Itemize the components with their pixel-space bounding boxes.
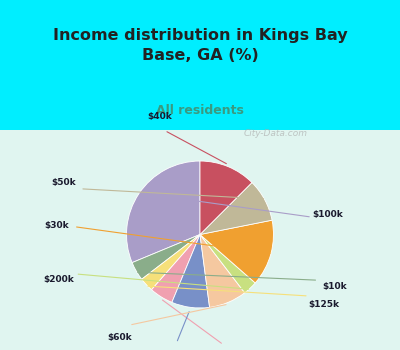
Wedge shape — [200, 234, 245, 307]
Text: $10k: $10k — [322, 282, 347, 291]
Text: $30k: $30k — [44, 221, 69, 230]
Text: Income distribution in Kings Bay
Base, GA (%): Income distribution in Kings Bay Base, G… — [53, 28, 347, 63]
Wedge shape — [200, 220, 274, 283]
Wedge shape — [152, 234, 200, 302]
Wedge shape — [200, 161, 252, 234]
Text: $50k: $50k — [52, 178, 76, 187]
Wedge shape — [126, 161, 200, 262]
Wedge shape — [200, 183, 272, 235]
Wedge shape — [142, 234, 200, 290]
Wedge shape — [132, 234, 200, 279]
Wedge shape — [172, 234, 210, 308]
Text: $125k: $125k — [308, 300, 339, 309]
Text: $200k: $200k — [43, 275, 74, 284]
Text: $60k: $60k — [107, 333, 132, 342]
Text: $100k: $100k — [312, 210, 343, 219]
Text: All residents: All residents — [156, 104, 244, 117]
Text: $40k: $40k — [147, 112, 172, 121]
Text: City-Data.com: City-Data.com — [244, 129, 308, 138]
Wedge shape — [200, 234, 255, 293]
